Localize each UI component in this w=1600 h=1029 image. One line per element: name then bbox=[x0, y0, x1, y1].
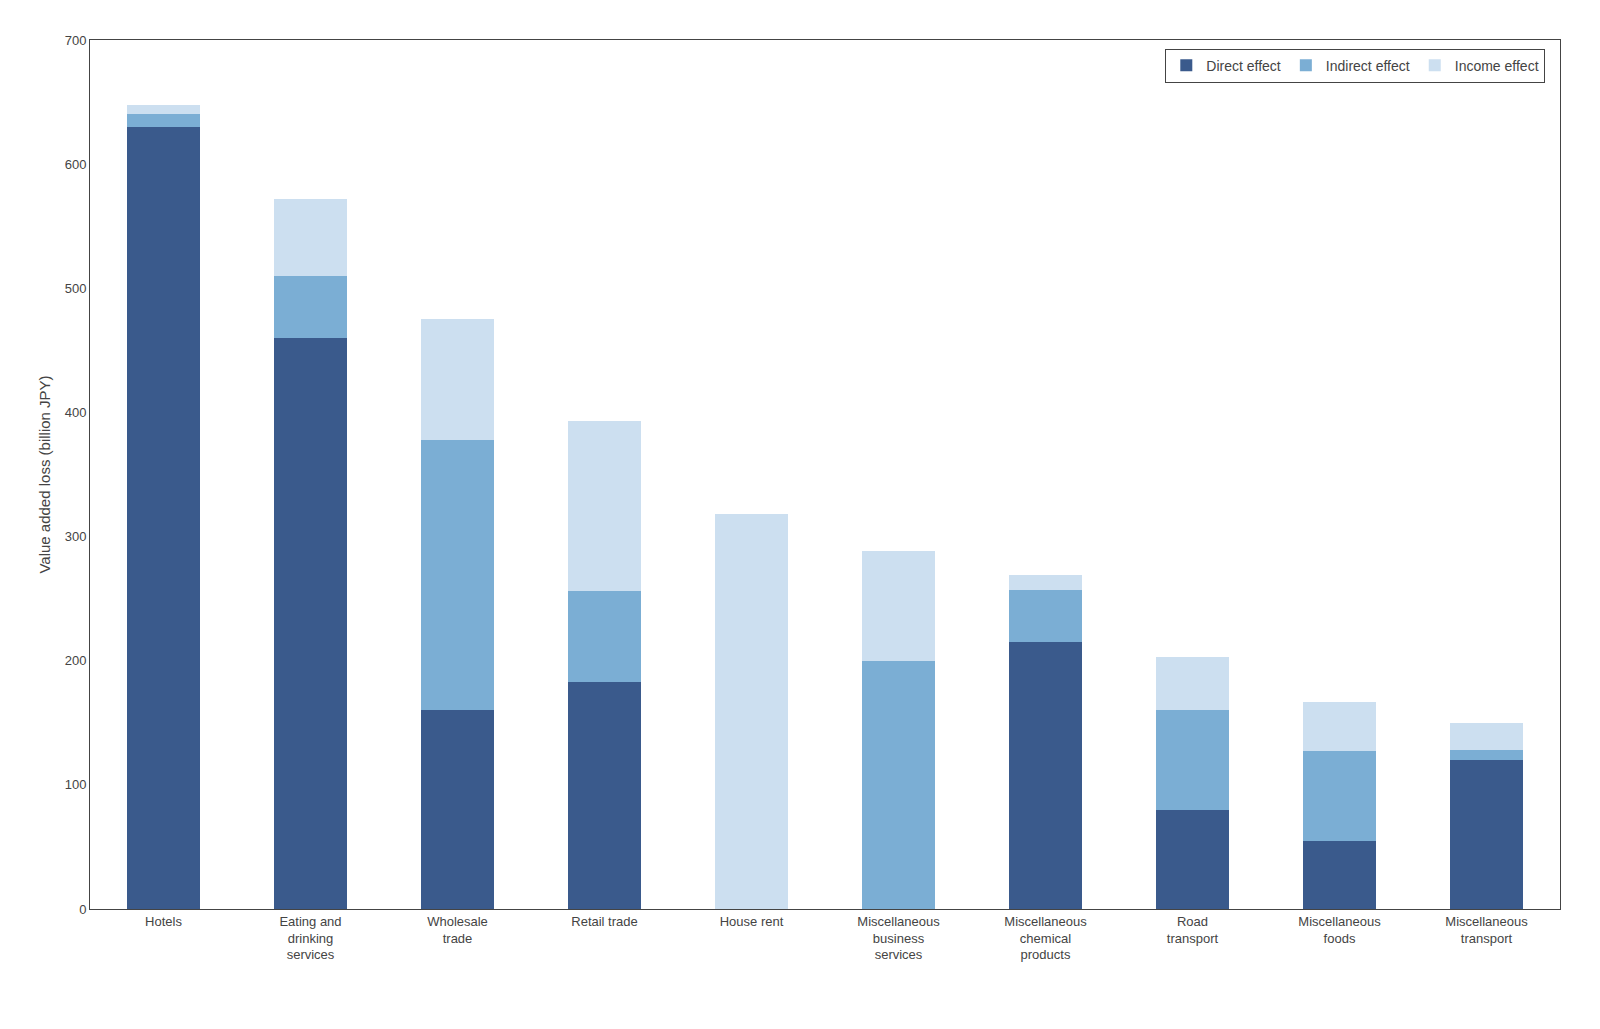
svg-text:Miscellaneousfoods: Miscellaneousfoods bbox=[1298, 914, 1381, 946]
svg-text:700: 700 bbox=[65, 33, 87, 48]
svg-text:Miscellaneouschemicalproducts: Miscellaneouschemicalproducts bbox=[1004, 914, 1087, 963]
svg-text:200: 200 bbox=[65, 653, 87, 668]
svg-text:Miscellaneoustransport: Miscellaneoustransport bbox=[1445, 914, 1528, 946]
svg-text:100: 100 bbox=[65, 777, 87, 792]
svg-text:300: 300 bbox=[65, 529, 87, 544]
svg-text:Value added loss (billion JPY): Value added loss (billion JPY) bbox=[36, 375, 53, 573]
svg-text:Miscellaneousbusinessservices: Miscellaneousbusinessservices bbox=[857, 914, 940, 963]
svg-text:Indirect effect: Indirect effect bbox=[1326, 58, 1410, 74]
svg-text:Direct effect: Direct effect bbox=[1206, 58, 1281, 74]
svg-text:500: 500 bbox=[65, 281, 87, 296]
svg-text:Eating anddrinkingservices: Eating anddrinkingservices bbox=[279, 914, 341, 963]
svg-text:0: 0 bbox=[79, 902, 86, 917]
svg-text:Hotels: Hotels bbox=[145, 914, 182, 929]
svg-text:Wholesaletrade: Wholesaletrade bbox=[427, 914, 488, 946]
svg-text:Retail trade: Retail trade bbox=[571, 914, 637, 929]
svg-text:Roadtransport: Roadtransport bbox=[1167, 914, 1219, 946]
svg-text:Income effect: Income effect bbox=[1455, 58, 1539, 74]
svg-text:House rent: House rent bbox=[720, 914, 784, 929]
svg-text:400: 400 bbox=[65, 405, 87, 420]
svg-text:600: 600 bbox=[65, 157, 87, 172]
